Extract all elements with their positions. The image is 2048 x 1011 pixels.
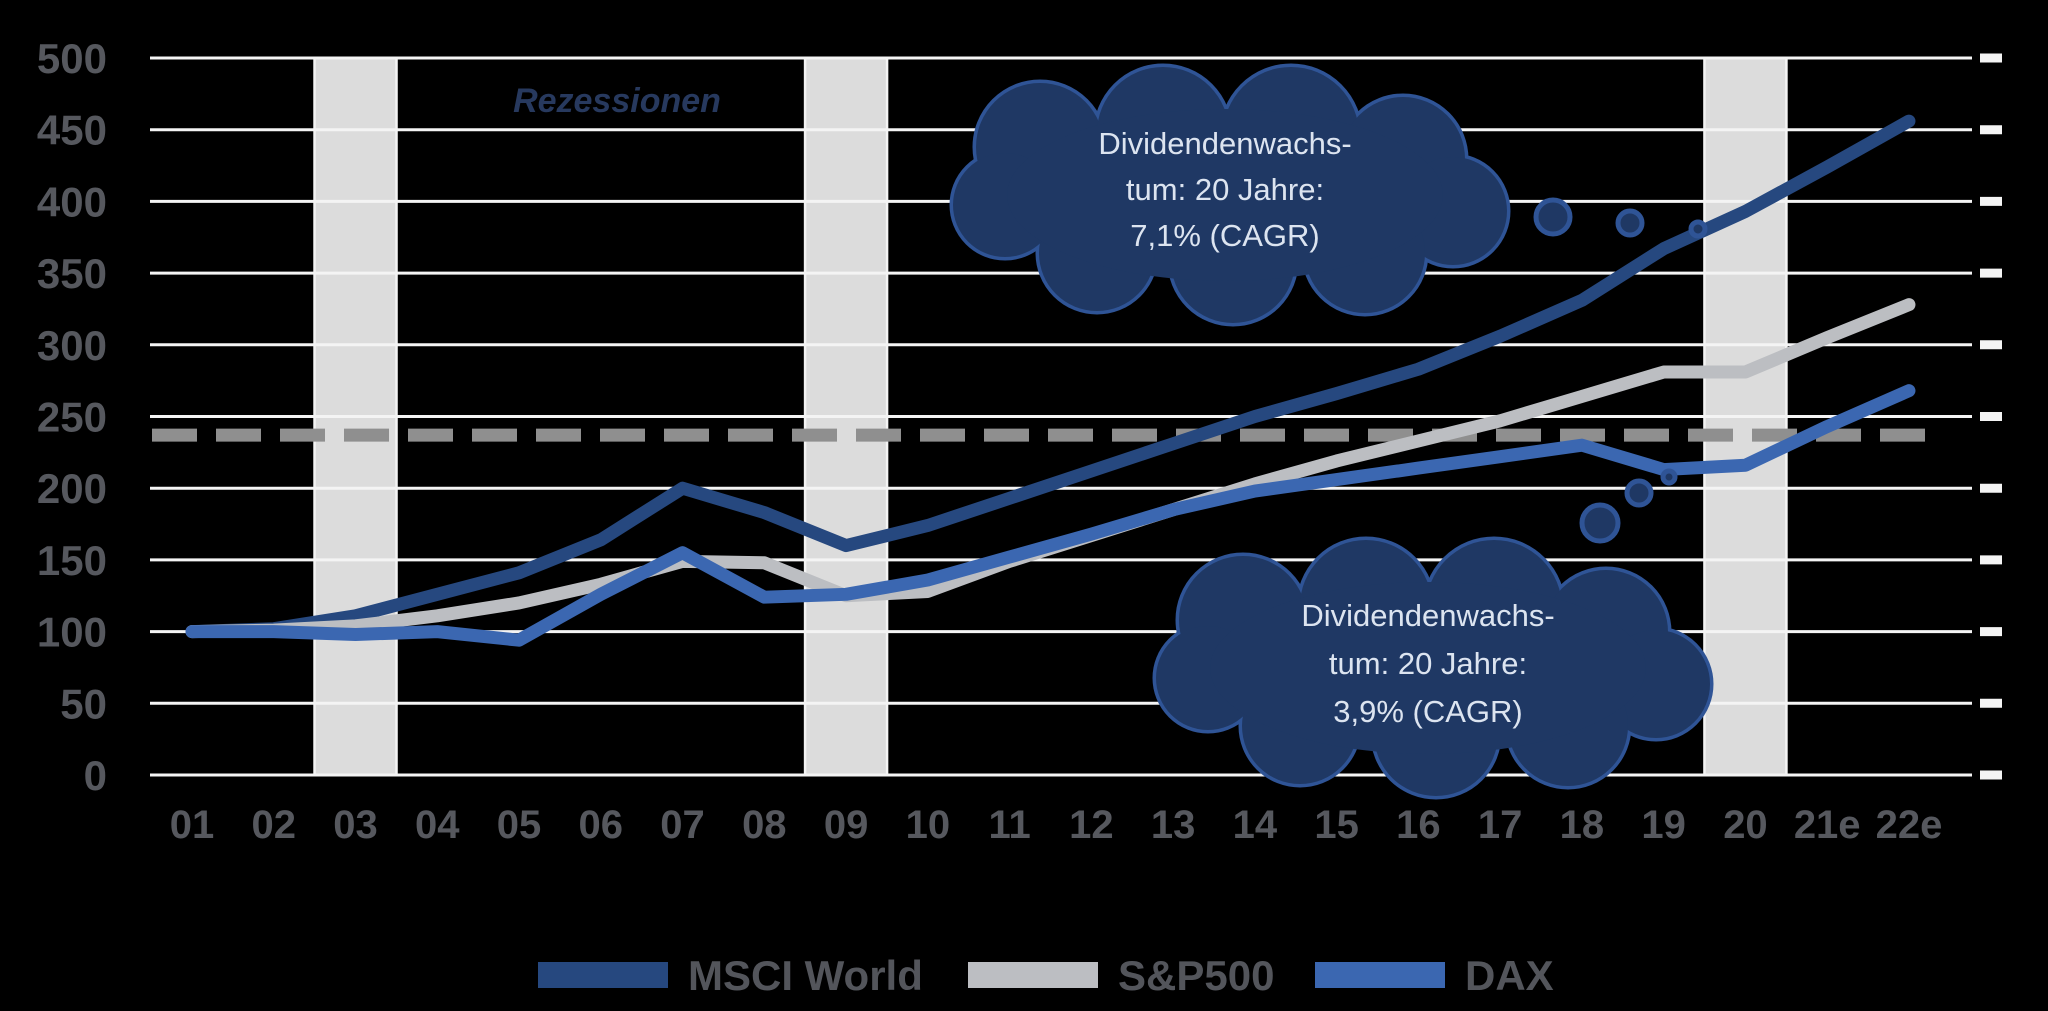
y-tick-label-150: 150 <box>37 537 107 584</box>
y-tick-label-400: 400 <box>37 178 107 225</box>
x-tick-label-13: 13 <box>1151 803 1196 847</box>
x-tick-label-08: 08 <box>742 803 787 847</box>
x-tick-label-09: 09 <box>824 803 869 847</box>
y-tick-label-500: 500 <box>37 35 107 82</box>
thought-bubble <box>1615 208 1645 238</box>
cloud-body <box>1007 109 1443 281</box>
recessions-label: Rezessionen <box>513 82 721 120</box>
cloud-msci-line1: Dividendenwachs- <box>1098 126 1351 161</box>
thought-bubble <box>1688 219 1708 239</box>
thought-bubble-trails <box>1533 197 1708 544</box>
cloud-callout-dax-text: Dividendenwachs- tum: 20 Jahre: 3,9% (CA… <box>1301 598 1554 729</box>
thought-bubble <box>1660 468 1678 486</box>
x-tick-label-16: 16 <box>1396 803 1441 847</box>
y-tick-label-450: 450 <box>37 107 107 154</box>
thought-bubble <box>1533 197 1573 237</box>
series-line-msci-world <box>185 114 1916 639</box>
thought-bubble <box>1579 502 1621 544</box>
series-line-dax <box>185 384 1916 647</box>
x-tick-label-22e: 22e <box>1876 803 1943 847</box>
right-axis-ticks <box>1980 53 2002 780</box>
cloud-callout-msci-text: Dividendenwachs- tum: 20 Jahre: 7,1% (CA… <box>1098 126 1351 253</box>
thought-bubble <box>1624 478 1654 508</box>
x-tick-label-11: 11 <box>988 803 1030 847</box>
x-tick-label-03: 03 <box>333 803 378 847</box>
cloud-msci-line2: tum: 20 Jahre: <box>1126 172 1324 207</box>
cloud-dax-line2: tum: 20 Jahre: <box>1329 646 1527 681</box>
x-tick-label-10: 10 <box>906 803 951 847</box>
y-tick-label-300: 300 <box>37 322 107 369</box>
legend-label-sp500: S&P500 <box>1118 952 1274 999</box>
chart-legend: MSCI World S&P500 DAX <box>538 952 1554 999</box>
x-tick-label-01: 01 <box>170 803 215 847</box>
x-tick-label-20: 20 <box>1723 803 1768 847</box>
x-tick-label-07: 07 <box>660 803 705 847</box>
cloud-dax-line1: Dividendenwachs- <box>1301 598 1554 633</box>
legend-swatch-dax <box>1315 962 1445 988</box>
y-axis-labels: 0 50 100 150 200 250 300 350 400 450 500 <box>37 35 107 799</box>
x-axis-labels: 01 02 03 04 05 06 07 08 09 10 11 12 13 14 15 16 17 18 19 20… <box>170 803 1943 847</box>
series-lines <box>185 114 1916 647</box>
cloud-callout-dax-shape <box>1152 536 1714 800</box>
x-tick-label-17: 17 <box>1478 803 1523 847</box>
legend-swatch-sp500 <box>968 962 1098 988</box>
x-tick-label-06: 06 <box>579 803 624 847</box>
y-tick-label-100: 100 <box>37 609 107 656</box>
y-tick-label-200: 200 <box>37 465 107 512</box>
cloud-body <box>1210 582 1646 754</box>
x-tick-label-04: 04 <box>415 803 460 847</box>
y-tick-label-0: 0 <box>84 752 107 799</box>
x-tick-label-19: 19 <box>1641 803 1686 847</box>
x-tick-label-18: 18 <box>1560 803 1605 847</box>
x-tick-label-15: 15 <box>1314 803 1359 847</box>
legend-swatch-msci-world <box>538 962 668 988</box>
cloud-msci-line3: 7,1% (CAGR) <box>1130 218 1319 253</box>
y-tick-label-50: 50 <box>60 680 107 727</box>
cloud-callout-msci-shape <box>949 63 1511 327</box>
x-tick-label-02: 02 <box>252 803 297 847</box>
y-tick-label-350: 350 <box>37 250 107 297</box>
legend-label-msci-world: MSCI World <box>688 952 923 999</box>
x-tick-label-12: 12 <box>1069 803 1114 847</box>
cloud-dax-line3: 3,9% (CAGR) <box>1333 694 1522 729</box>
x-tick-label-05: 05 <box>497 803 542 847</box>
x-tick-label-14: 14 <box>1233 803 1278 847</box>
y-tick-label-250: 250 <box>37 394 107 441</box>
x-tick-label-21e: 21e <box>1794 803 1861 847</box>
legend-label-dax: DAX <box>1465 952 1554 999</box>
